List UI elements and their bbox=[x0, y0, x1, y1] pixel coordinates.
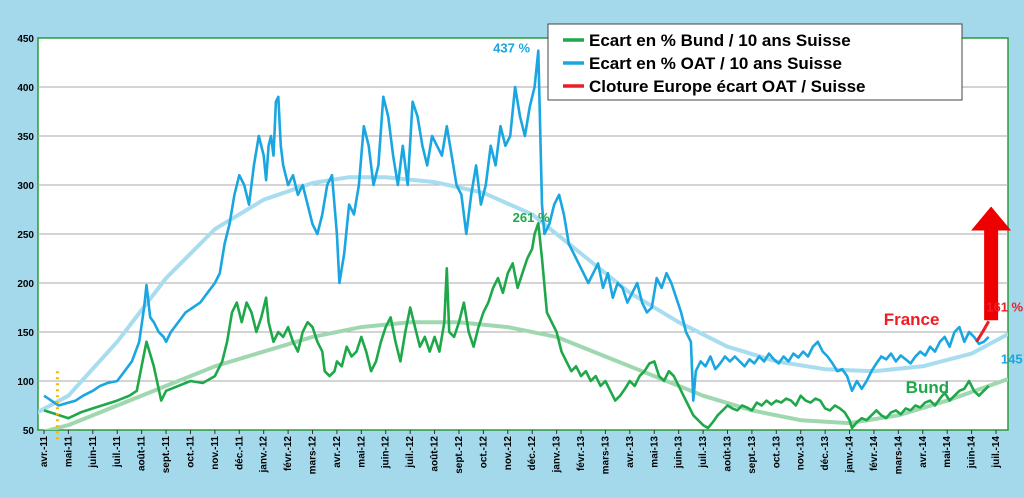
x-tick-label: janv.-12 bbox=[259, 436, 270, 474]
x-tick-label: mai-11 bbox=[63, 436, 74, 468]
trend-line-oat bbox=[38, 175, 1008, 415]
x-tick-label: sept.-11 bbox=[161, 436, 172, 474]
x-tick-label: juil.-14 bbox=[991, 436, 1002, 469]
red-up-arrow-icon bbox=[971, 206, 1012, 321]
x-tick-label: juin-11 bbox=[88, 436, 99, 469]
x-tick-label: nov.-13 bbox=[796, 436, 807, 471]
x-tick-label: juil.-11 bbox=[112, 436, 123, 469]
x-tick-label: juin-13 bbox=[674, 436, 685, 470]
x-tick-label: mai-13 bbox=[649, 436, 660, 468]
x-tick-label: juil.-12 bbox=[405, 436, 416, 469]
annotation-bund: Bund bbox=[906, 378, 949, 397]
annotation-oat_last: 145 % bbox=[1001, 351, 1024, 366]
y-tick-label: 50 bbox=[23, 426, 35, 437]
y-tick-label: 450 bbox=[17, 34, 34, 45]
x-tick-label: mars-12 bbox=[308, 436, 319, 475]
x-tick-label: déc.-12 bbox=[527, 436, 538, 471]
x-tick-label: avr.-13 bbox=[625, 436, 636, 468]
x-tick-label: nov.-11 bbox=[210, 436, 221, 470]
legend-label-oat: Ecart en % OAT / 10 ans Suisse bbox=[589, 54, 842, 73]
x-tick-label: juin-12 bbox=[381, 436, 392, 470]
x-tick-label: juil.-13 bbox=[698, 436, 709, 469]
y-tick-label: 250 bbox=[17, 230, 34, 241]
y-axis-ticks: 50 100 150 200 250 300 350 400 450 bbox=[17, 34, 34, 437]
x-tick-label: juin-14 bbox=[967, 436, 978, 470]
x-tick-label: avr.-11 bbox=[39, 436, 50, 468]
x-tick-label: févr.-14 bbox=[869, 436, 880, 471]
x-tick-label: oct.-12 bbox=[478, 436, 489, 469]
y-tick-label: 150 bbox=[17, 328, 34, 339]
x-tick-label: févr.-12 bbox=[283, 436, 294, 471]
series-line-bund bbox=[43, 221, 990, 430]
series-lines bbox=[43, 49, 991, 430]
annotation-france: France bbox=[884, 310, 940, 329]
x-tick-label: mars-13 bbox=[600, 436, 611, 475]
x-tick-label: oct.-13 bbox=[771, 436, 782, 469]
x-tick-label: avr.-14 bbox=[918, 436, 929, 468]
x-tick-label: août-13 bbox=[722, 436, 733, 472]
x-tick-label: mai-12 bbox=[356, 436, 367, 468]
x-tick-label: août-11 bbox=[137, 436, 148, 471]
x-tick-label: oct.-11 bbox=[185, 436, 196, 468]
trend-line-bund bbox=[42, 320, 1008, 430]
annotations: 437 % 261 % France 161 % 145 % Bund bbox=[493, 41, 1024, 397]
legend-label-bund: Ecart en % Bund / 10 ans Suisse bbox=[589, 31, 851, 50]
grid-lines bbox=[38, 86, 1008, 382]
legend-box bbox=[547, 23, 963, 101]
y-tick-label: 200 bbox=[17, 279, 34, 290]
x-tick-label: sept.-13 bbox=[747, 436, 758, 474]
x-tick-label: déc.-11 bbox=[234, 436, 245, 470]
x-tick-label: nov.-12 bbox=[503, 436, 514, 471]
x-tick-label: avr.-12 bbox=[332, 436, 343, 468]
annotation-bund_peak: 261 % bbox=[513, 210, 550, 225]
y-tick-label: 400 bbox=[17, 83, 34, 94]
annotation-oat_peak: 437 % bbox=[493, 41, 530, 56]
annotation-cloture_value: 161 % bbox=[986, 299, 1023, 314]
series-line-oat bbox=[43, 49, 990, 407]
legend-label-cloture: Cloture Europe écart OAT / Suisse bbox=[589, 77, 865, 96]
x-tick-label: déc.-13 bbox=[820, 436, 831, 471]
x-tick-label: mars-14 bbox=[893, 436, 904, 475]
up-arrow bbox=[971, 206, 1012, 321]
x-tick-label: sept.-12 bbox=[454, 436, 465, 474]
y-tick-label: 100 bbox=[17, 377, 34, 388]
x-tick-label: janv.-13 bbox=[552, 436, 563, 474]
y-tick-label: 300 bbox=[17, 181, 34, 192]
x-tick-label: mai-14 bbox=[942, 436, 953, 468]
x-axis-ticks: avr.-11 mai-11 juin-11 juil.-11 août-11 sept.… bbox=[39, 430, 1002, 474]
x-tick-label: août-12 bbox=[430, 436, 441, 472]
legend: Ecart en % Bund / 10 ans Suisse Ecart en… bbox=[547, 23, 963, 101]
series-line-cloture bbox=[975, 320, 991, 343]
y-tick-label: 350 bbox=[17, 132, 34, 143]
x-tick-label: févr.-13 bbox=[576, 436, 587, 471]
x-tick-label: janv.-14 bbox=[845, 436, 856, 474]
trend-lines bbox=[38, 175, 1008, 430]
